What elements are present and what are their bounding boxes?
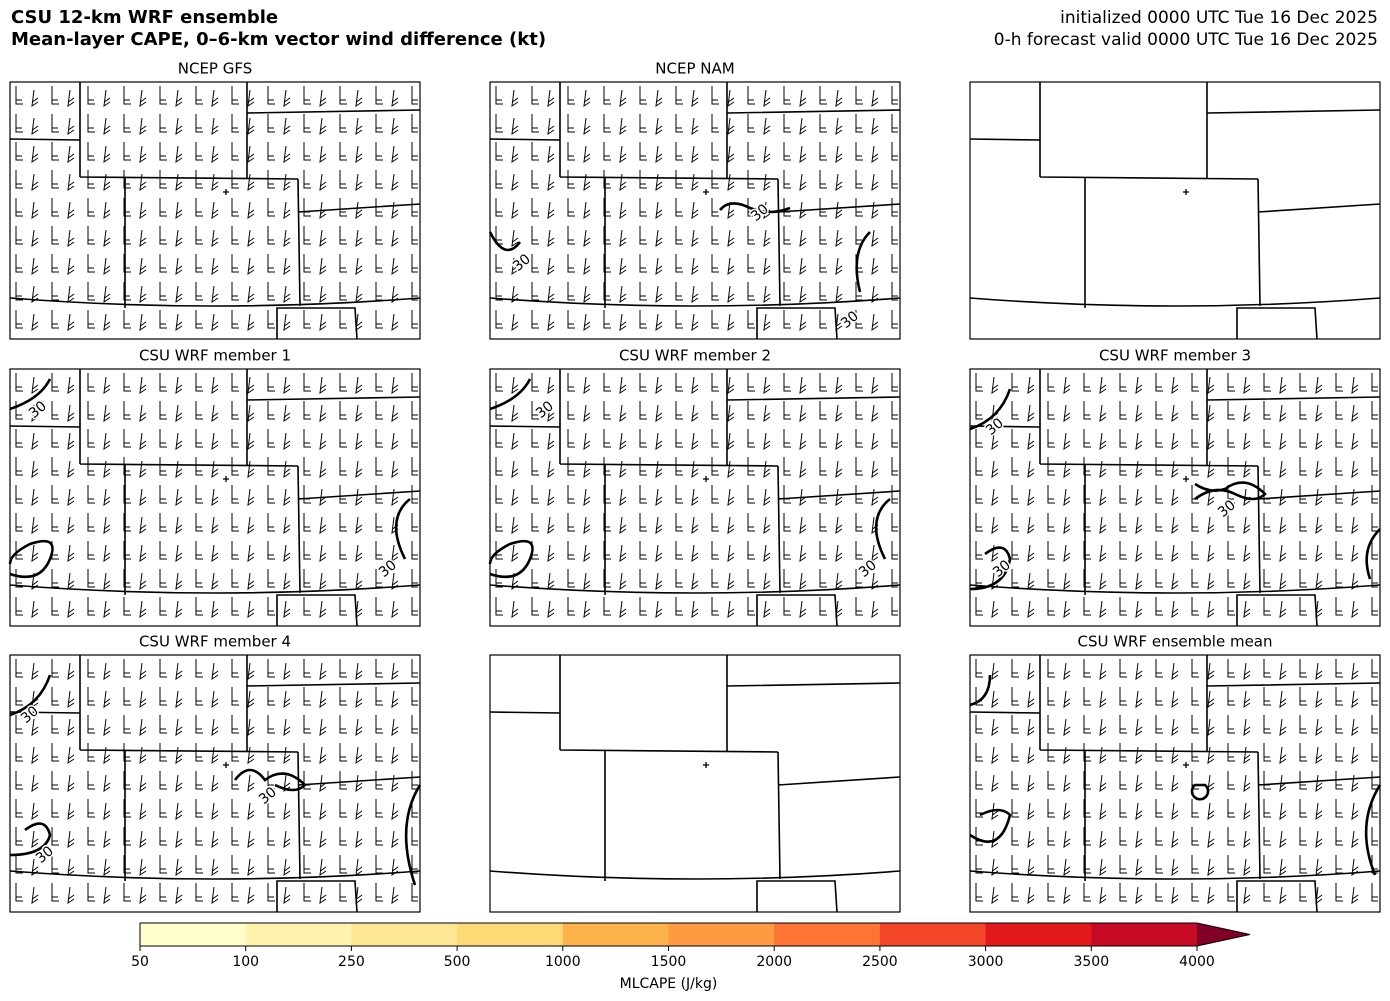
colorbar-segment (1091, 923, 1198, 946)
cape-contour (969, 388, 1381, 591)
colorbar-tick-label: 4000 (1179, 954, 1215, 970)
title: CSU 12-km WRF ensemble (11, 7, 278, 28)
map-panel (969, 654, 1382, 913)
panel-border (9, 654, 421, 913)
wind-barbs (12, 657, 418, 910)
wind-barbs (12, 371, 418, 624)
colorbar-segment (457, 923, 564, 946)
colorbar-tick-label: 1500 (651, 954, 687, 970)
colorbar-tick-label: 3500 (1073, 954, 1109, 970)
colorbar-label: MLCAPE (J/kg) (620, 976, 718, 992)
init-time: initialized 0000 UTC Tue 16 Dec 2025 (1060, 8, 1378, 28)
panel-frame (490, 655, 900, 912)
panel-border (9, 368, 421, 627)
cape-contour (488, 378, 891, 579)
wind-barbs (972, 657, 1378, 910)
colorbar: 50 100 250 500 1000 1500 2000 2500 3000 3500 4000 M… (131, 922, 1251, 992)
panel-title: NCEP NAM (655, 60, 734, 78)
colorbar-tick-label: 50 (131, 954, 149, 970)
colorbar-segment (351, 923, 458, 946)
colorbar-segment (140, 923, 247, 946)
subtitle: Mean-layer CAPE, 0–6-km vector wind diff… (11, 29, 546, 50)
colorbar-segment (774, 923, 881, 946)
colorbar-tick-label: 3000 (968, 954, 1004, 970)
panel-border (969, 654, 1381, 913)
map-panel (489, 654, 901, 913)
colorbar-segment (562, 923, 669, 946)
colorbar-tick-label: 2500 (862, 954, 898, 970)
panel-border (489, 81, 901, 340)
colorbar-extend (1197, 923, 1250, 946)
panel-border (489, 368, 901, 627)
colorbar-tick-label: 2000 (756, 954, 792, 970)
panel-title: CSU WRF member 3 (1099, 347, 1251, 365)
colorbar-segment (668, 923, 775, 946)
colorbar-segment (245, 923, 352, 946)
panel-border (969, 81, 1381, 340)
panel-border (489, 654, 901, 913)
panel-border (969, 368, 1381, 627)
panel-title: NCEP GFS (178, 60, 253, 78)
panel-border (9, 81, 421, 340)
wind-barbs (972, 371, 1378, 624)
colorbar-segment (985, 923, 1092, 946)
colorbar-tick-label: 250 (338, 954, 365, 970)
cape-contour (9, 674, 422, 886)
colorbar-segment (879, 923, 987, 946)
panel-title: CSU WRF member 2 (619, 347, 771, 365)
panel-title: CSU WRF member 4 (139, 633, 291, 651)
cape-contour (8, 378, 411, 579)
map-panel (969, 81, 1381, 340)
colorbar-tick-label: 1000 (545, 954, 581, 970)
colorbar-outline (139, 922, 1251, 947)
colorbar-tick-label: 100 (232, 954, 259, 970)
valid-time: 0-h forecast valid 0000 UTC Tue 16 Dec 2… (994, 30, 1378, 50)
wind-barbs (492, 84, 898, 337)
cape-contour (969, 674, 1382, 876)
wind-barbs (12, 84, 418, 337)
panel-frame (970, 82, 1380, 339)
colorbar-tick-label: 500 (444, 954, 471, 970)
panel-title: CSU WRF member 1 (139, 347, 291, 365)
panel-title: CSU WRF ensemble mean (1077, 633, 1272, 651)
map-panel (9, 81, 421, 340)
